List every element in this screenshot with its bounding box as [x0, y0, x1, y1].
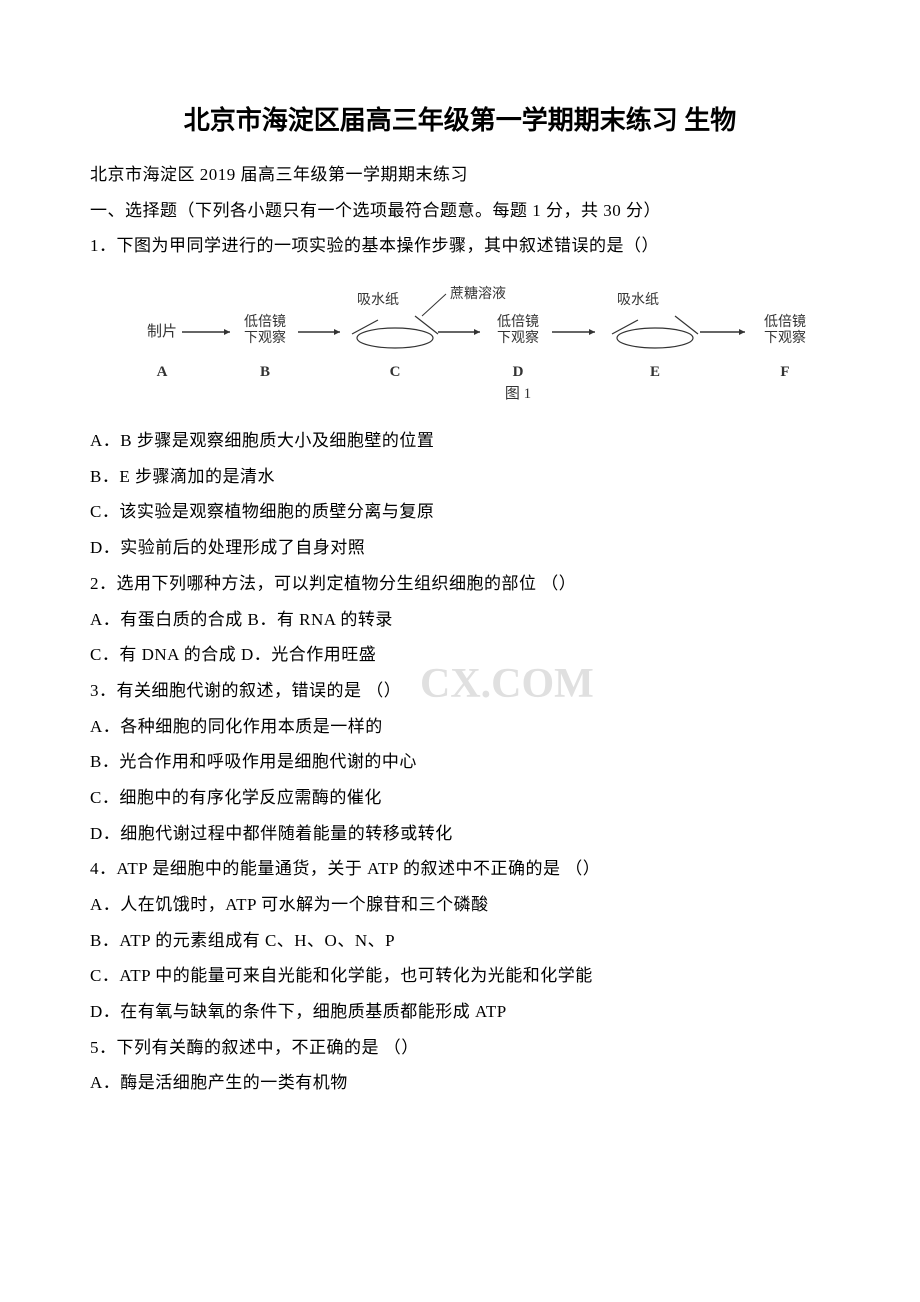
question-2: 2．选用下列哪种方法，可以判定植物分生组织细胞的部位 （） [90, 566, 830, 602]
q4-option-c: C．ATP 中的能量可来自光能和化学能，也可转化为光能和化学能 [90, 958, 830, 994]
q3-option-a: A．各种细胞的同化作用本质是一样的 [90, 709, 830, 745]
diagram-label-D: D [513, 364, 524, 380]
diagram-label-prep: 制片 [147, 323, 177, 340]
diagram-caption: 图 1 [505, 385, 531, 402]
diagram-label-A: A [157, 364, 168, 380]
q3-option-c: C．细胞中的有序化学反应需酶的催化 [90, 780, 830, 816]
document-page: 北京市海淀区届高三年级第一学期期末练习 生物 北京市海淀区 2019 届高三年级… [0, 0, 920, 1161]
q1-option-b: B．E 步骤滴加的是清水 [90, 459, 830, 495]
slide-c-group: 吸水纸 蔗糖溶液 [352, 286, 506, 348]
diagram-label-lowD1: 低倍镜 [497, 314, 539, 330]
question-4: 4．ATP 是细胞中的能量通货，关于 ATP 的叙述中不正确的是 （） [90, 851, 830, 887]
diagram-label-lowF2: 下观察 [764, 329, 806, 346]
diagram-label-B: B [260, 364, 270, 380]
q1-option-d: D．实验前后的处理形成了自身对照 [90, 530, 830, 566]
section-heading: 一、选择题（下列各小题只有一个选项最符合题意。每题 1 分，共 30 分） [90, 193, 830, 229]
diagram-label-lowB2: 下观察 [244, 329, 286, 346]
q4-option-a: A．人在饥饿时，ATP 可水解为一个腺苷和三个磷酸 [90, 887, 830, 923]
diagram-label-lowB1: 低倍镜 [244, 314, 286, 330]
q3-option-b: B．光合作用和呼吸作用是细胞代谢的中心 [90, 744, 830, 780]
q1-option-c: C．该实验是观察植物细胞的质壁分离与复原 [90, 494, 830, 530]
intro-line-1: 北京市海淀区 2019 届高三年级第一学期期末练习 [90, 157, 830, 193]
diagram-label-sucrose: 蔗糖溶液 [450, 286, 506, 302]
diagram-label-E: E [650, 364, 660, 380]
q1-option-a: A．B 步骤是观察细胞质大小及细胞壁的位置 [90, 423, 830, 459]
diagram-label-lowD2: 下观察 [497, 329, 539, 346]
q4-option-b: B．ATP 的元素组成有 C、H、O、N、P [90, 923, 830, 959]
question-5: 5．下列有关酶的叙述中，不正确的是 （） [90, 1030, 830, 1066]
q4-option-d: D．在有氧与缺氧的条件下，细胞质基质都能形成 ATP [90, 994, 830, 1030]
slide-e-group: 吸水纸 [612, 292, 698, 348]
page-title: 北京市海淀区届高三年级第一学期期末练习 生物 [90, 100, 830, 137]
diagram-label-lowF1: 低倍镜 [764, 314, 806, 330]
question-1: 1．下图为甲同学进行的一项实验的基本操作步骤，其中叙述错误的是（） [90, 228, 830, 264]
diagram-label-C: C [390, 364, 401, 380]
q5-option-a: A．酶是活细胞产生的一类有机物 [90, 1065, 830, 1101]
q3-option-d: D．细胞代谢过程中都伴随着能量的转移或转化 [90, 816, 830, 852]
diagram-label-paper1: 吸水纸 [357, 292, 399, 308]
q2-option-ab: A．有蛋白质的合成 B．有 RNA 的转录 [90, 602, 830, 638]
figure-1-diagram: 制片 A 低倍镜 下观察 B 吸水纸 蔗糖溶液 [120, 276, 830, 411]
diagram-label-F: F [780, 364, 789, 380]
q2-option-cd: C．有 DNA 的合成 D．光合作用旺盛 [90, 637, 830, 673]
diagram-label-paper2: 吸水纸 [617, 292, 659, 308]
question-3: 3．有关细胞代谢的叙述，错误的是 （） [90, 673, 830, 709]
